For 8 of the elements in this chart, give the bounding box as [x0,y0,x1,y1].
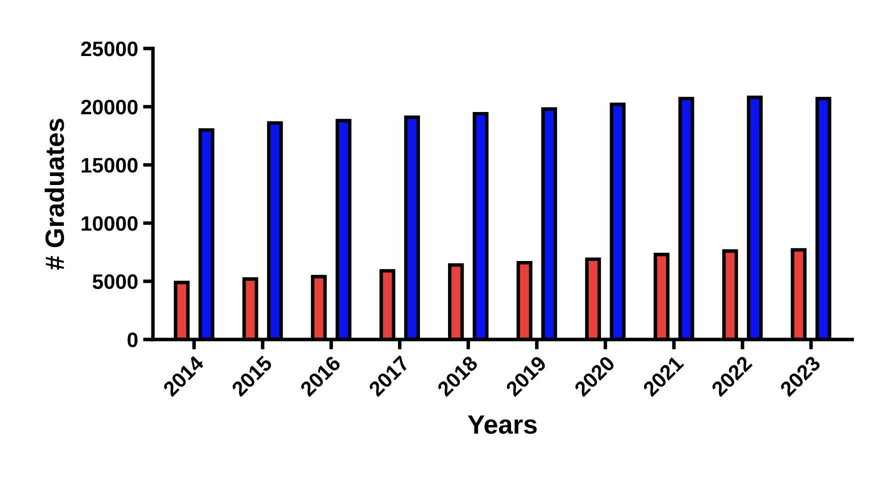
y-tick-label: 15000 [82,158,138,173]
x-axis-title: Years [468,415,537,434]
y-tick-label: 25000 [81,42,138,56]
y-tick-label: 20000 [81,100,138,114]
y-axis-title: # Graduates [44,118,64,270]
y-tick-label: 10000 [82,216,138,231]
y-tick-label: 0 [128,332,138,348]
y-tick-label: 5000 [92,274,138,290]
